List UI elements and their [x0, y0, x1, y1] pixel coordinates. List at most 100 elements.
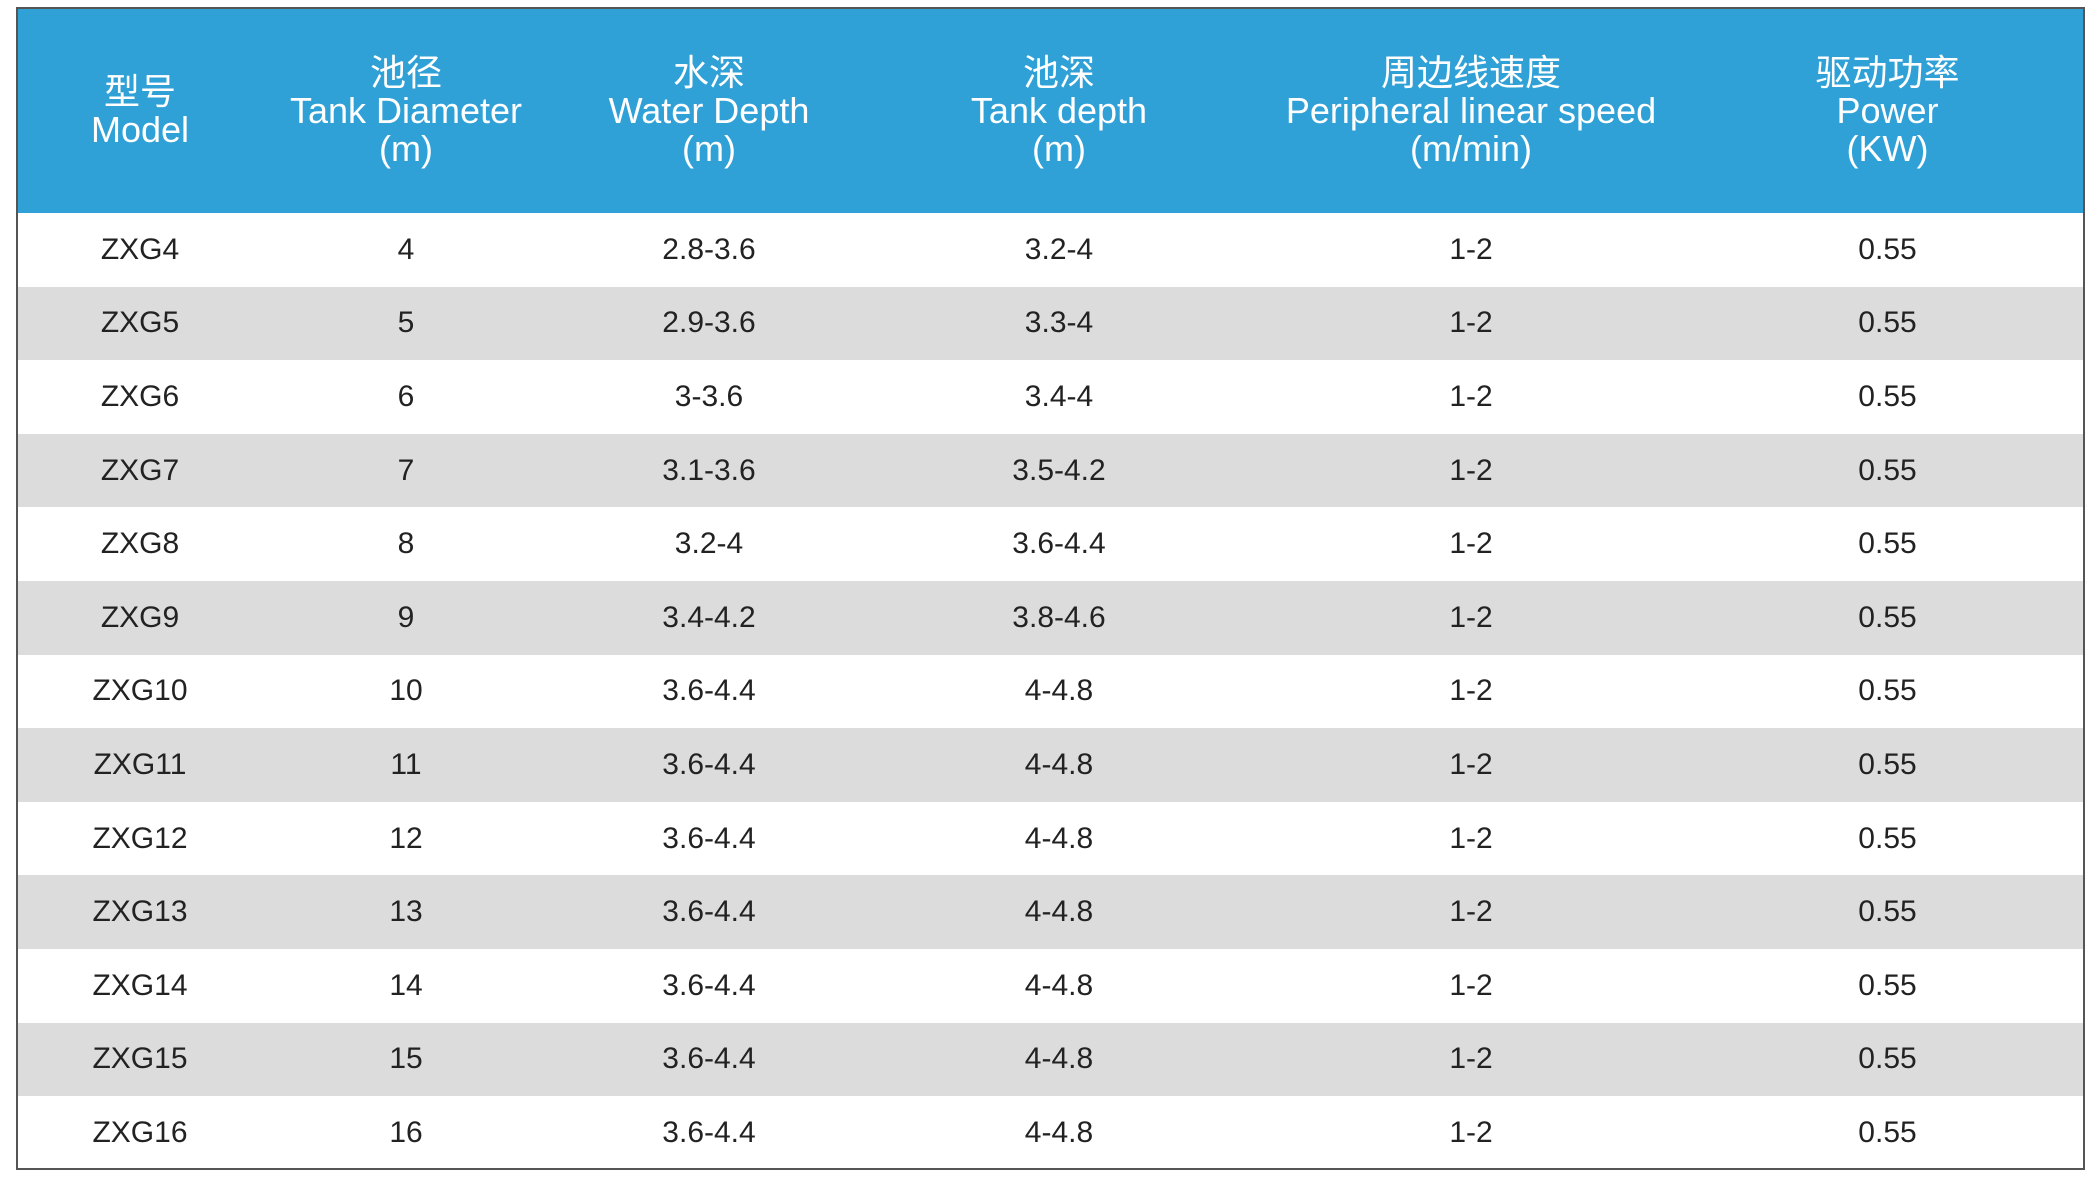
table-cell: 3.4-4.2: [662, 600, 756, 634]
header-text: Tank Diameter: [289, 90, 523, 131]
table-cell: 4-4.8: [1024, 1115, 1094, 1149]
table-cell: 1-2: [1449, 1115, 1493, 1149]
header-cell: 型号 Model: [18, 9, 262, 213]
table-cell: 3.6-4.4: [662, 747, 756, 781]
table-cell: ZXG16: [92, 1115, 188, 1149]
table-cell: ZXG10: [92, 674, 188, 708]
table-cell: 1-2: [1449, 1042, 1493, 1076]
table-cell: 3.6-4.4: [1012, 527, 1106, 561]
table-cell: 6: [397, 379, 415, 413]
table-row: ZXG16 16 3.6-4.4 4-4.8 1-2 0.55: [18, 1096, 2083, 1170]
table-cell: 3.8-4.6: [1012, 600, 1106, 634]
table-cell: 4-4.8: [1024, 674, 1094, 708]
header-text: (m): [682, 128, 736, 169]
table-cell: 3.4-4: [1024, 379, 1094, 413]
table-cell: 1-2: [1449, 600, 1493, 634]
table-cell: 2.8-3.6: [662, 232, 756, 266]
table-cell: ZXG12: [92, 821, 188, 855]
table-cell: 1-2: [1449, 895, 1493, 929]
table-cell: 16: [389, 1115, 423, 1149]
table-row: ZXG8 8 3.2-4 3.6-4.4 1-2 0.55: [18, 507, 2083, 581]
table-cell: 0.55: [1858, 600, 1917, 634]
table-cell: 1-2: [1449, 821, 1493, 855]
table-cell: ZXG7: [100, 453, 180, 487]
header-text: 周边线速度: [1380, 52, 1561, 93]
header-text: Water Depth: [608, 90, 810, 131]
table-cell: 3.6-4.4: [662, 968, 756, 1002]
header-text: 池深: [1022, 52, 1095, 93]
table-cell: 1-2: [1449, 232, 1493, 266]
header-text: (m): [379, 128, 433, 169]
table-cell: 2.9-3.6: [662, 306, 756, 340]
header-text: 驱动功率: [1815, 52, 1960, 93]
table-cell: 5: [397, 306, 415, 340]
header-text: 池径: [369, 52, 442, 93]
table-cell: 1-2: [1449, 527, 1493, 561]
table-cell: 4: [397, 232, 415, 266]
table-cell: 0.55: [1858, 453, 1917, 487]
header-text: (m): [1032, 128, 1086, 169]
table-cell: 3.6-4.4: [662, 821, 756, 855]
header-text: Tank depth: [970, 90, 1148, 131]
table-cell: 4-4.8: [1024, 895, 1094, 929]
table-cell: 8: [397, 527, 415, 561]
table-row: ZXG9 9 3.4-4.2 3.8-4.6 1-2 0.55: [18, 580, 2083, 655]
table-cell: 3.1-3.6: [662, 453, 756, 487]
table-cell: 4-4.8: [1024, 1042, 1094, 1076]
table-cell: 13: [389, 895, 423, 929]
table-row: ZXG7 7 3.1-3.6 3.5-4.2 1-2 0.55: [18, 433, 2083, 508]
table-cell: 4-4.8: [1024, 747, 1094, 781]
table-cell: ZXG14: [92, 968, 188, 1002]
table-row: ZXG4 4 2.8-3.6 3.2-4 1-2 0.55: [18, 213, 2083, 287]
table-cell: 11: [390, 747, 422, 781]
table-row: ZXG10 10 3.6-4.4 4-4.8 1-2 0.55: [18, 655, 2083, 729]
table-cell: 12: [389, 821, 423, 855]
table-cell: 0.55: [1858, 747, 1917, 781]
table-cell: 1-2: [1449, 747, 1493, 781]
table-cell: 3.2-4: [674, 527, 744, 561]
table-cell: 1-2: [1449, 306, 1493, 340]
table-cell: 14: [389, 968, 423, 1002]
table-cell: 4-4.8: [1024, 821, 1094, 855]
table-cell: 0.55: [1858, 306, 1917, 340]
table-cell: ZXG13: [92, 895, 188, 929]
table-cell: 4-4.8: [1024, 968, 1094, 1002]
table-cell: ZXG8: [100, 527, 180, 561]
table-cell: 7: [397, 453, 415, 487]
table-cell: 3.5-4.2: [1012, 453, 1106, 487]
table-row: ZXG6 6 3-3.6 3.4-4 1-2 0.55: [18, 360, 2083, 434]
table-cell: ZXG6: [100, 379, 180, 413]
table-cell: ZXG15: [92, 1042, 188, 1076]
table-cell: 0.55: [1858, 527, 1917, 561]
table-cell: ZXG11: [93, 747, 187, 781]
header-row: 型号 Model 池径 Tank Diameter (m) 水深 Water Depth (m…: [18, 9, 2083, 213]
table-cell: 0.55: [1858, 1115, 1917, 1149]
header-cell: 水深 Water Depth (m): [550, 9, 868, 213]
table-cell: 0.55: [1858, 968, 1917, 1002]
table-cell: ZXG4: [100, 232, 180, 266]
table-cell: 1-2: [1449, 379, 1493, 413]
table-cell: 3.6-4.4: [662, 1115, 756, 1149]
table-row: ZXG14 14 3.6-4.4 4-4.8 1-2 0.55: [18, 949, 2083, 1023]
header-text: Power: [1836, 90, 1939, 131]
header-text: Peripheral linear speed: [1285, 90, 1657, 131]
table-row: ZXG15 15 3.6-4.4 4-4.8 1-2 0.55: [18, 1022, 2083, 1097]
header-cell: 池径 Tank Diameter (m): [262, 9, 550, 213]
table-row: ZXG5 5 2.9-3.6 3.3-4 1-2 0.55: [18, 286, 2083, 361]
header-cell: 周边线速度 Peripheral linear speed (m/min): [1250, 9, 1692, 213]
table-cell: 3.3-4: [1024, 306, 1094, 340]
table-cell: 1-2: [1449, 674, 1493, 708]
table-cell: 1-2: [1449, 968, 1493, 1002]
table-cell: ZXG9: [100, 600, 180, 634]
table-row: ZXG12 12 3.6-4.4 4-4.8 1-2 0.55: [18, 802, 2083, 876]
table-cell: 0.55: [1858, 895, 1917, 929]
table-cell: 0.55: [1858, 379, 1917, 413]
header-text: 水深: [672, 52, 745, 93]
header-text: Model: [90, 109, 190, 150]
table-cell: ZXG5: [100, 306, 180, 340]
header-cell: 驱动功率 Power (KW): [1692, 9, 2083, 213]
table-cell: 0.55: [1858, 232, 1917, 266]
table-cell: 15: [389, 1042, 423, 1076]
table-cell: 3.6-4.4: [662, 1042, 756, 1076]
